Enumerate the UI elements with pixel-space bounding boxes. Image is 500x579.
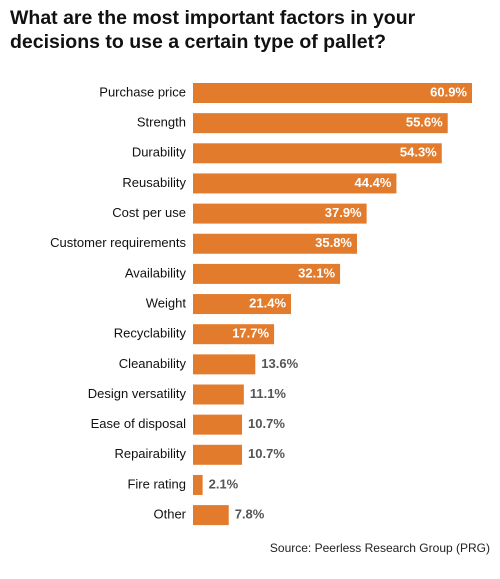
value-label: 60.9% — [430, 84, 467, 99]
category-label: Recyclability — [114, 326, 187, 341]
category-label: Design versatility — [88, 386, 187, 401]
category-label: Durability — [132, 145, 187, 160]
bar — [193, 263, 341, 284]
value-label: 37.9% — [325, 205, 362, 220]
value-label: 11.1% — [250, 386, 287, 401]
category-label: Other — [153, 507, 186, 522]
bar — [193, 474, 203, 495]
bar — [193, 505, 229, 526]
bar — [193, 384, 244, 405]
bar — [193, 354, 256, 375]
value-label: 44.4% — [355, 175, 392, 190]
category-label: Availability — [125, 265, 187, 280]
category-label: Customer requirements — [50, 235, 186, 250]
category-label: Strength — [137, 115, 186, 130]
chart-title: What are the most important factors in y… — [10, 7, 416, 53]
category-label: Purchase price — [99, 84, 186, 99]
bar — [193, 113, 448, 134]
value-label: 55.6% — [406, 115, 443, 130]
value-label: 54.3% — [400, 145, 437, 160]
value-label: 13.6% — [261, 356, 298, 371]
bar — [193, 203, 367, 224]
category-label: Repairability — [114, 446, 186, 461]
bar — [193, 294, 292, 315]
value-label: 7.8% — [235, 507, 265, 522]
category-label: Cleanability — [119, 356, 187, 371]
bar — [193, 414, 243, 435]
category-label: Reusability — [122, 175, 186, 190]
bar — [193, 444, 243, 465]
bar — [193, 143, 442, 164]
value-label: 21.4% — [249, 295, 286, 310]
category-label: Fire rating — [127, 476, 186, 491]
value-label: 17.7% — [232, 326, 269, 341]
bar — [193, 173, 397, 194]
value-label: 10.7% — [248, 446, 285, 461]
value-label: 10.7% — [248, 416, 285, 431]
bar — [193, 83, 472, 103]
source: Source: Peerless Research Group (PRG) — [270, 541, 490, 555]
value-label: 35.8% — [315, 235, 352, 250]
bar — [193, 233, 358, 254]
category-label: Cost per use — [112, 205, 186, 220]
category-label: Ease of disposal — [91, 416, 187, 431]
value-label: 32.1% — [298, 265, 335, 280]
value-label: 2.1% — [209, 476, 239, 491]
bar — [193, 324, 275, 345]
category-label: Weight — [146, 295, 187, 310]
